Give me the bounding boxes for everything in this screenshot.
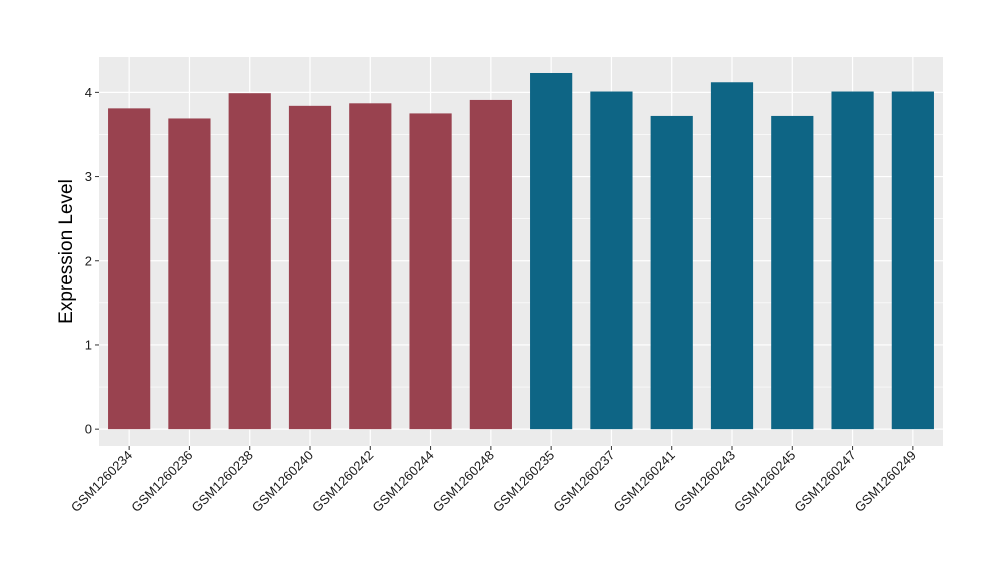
x-tick-label: GSM1260236: [128, 448, 195, 515]
x-axis: GSM1260234GSM1260236GSM1260238GSM1260240…: [68, 446, 919, 515]
bar-gsm1260238: [228, 93, 271, 430]
x-tick-label: GSM1260238: [188, 448, 255, 515]
bar-gsm1260237: [590, 91, 633, 430]
x-tick-label: GSM1260245: [731, 448, 798, 515]
y-tick-label: 1: [85, 337, 92, 352]
bar-gsm1260235: [530, 72, 573, 430]
bar-gsm1260240: [288, 105, 332, 430]
bar-gsm1260234: [108, 108, 151, 430]
bar-gsm1260244: [409, 113, 452, 430]
bar-gsm1260242: [349, 103, 392, 430]
y-axis-title: Expression Level: [56, 179, 77, 324]
plot-panel: [99, 57, 943, 446]
bar-gsm1260243: [710, 82, 754, 430]
x-tick-label: GSM1260240: [249, 448, 316, 515]
x-tick-label: GSM1260242: [309, 448, 376, 515]
x-tick-label: GSM1260234: [68, 448, 135, 515]
bar-gsm1260245: [771, 115, 814, 430]
y-tick-label: 4: [85, 85, 92, 100]
x-tick-label: GSM1260247: [791, 448, 858, 515]
bar-gsm1260241: [650, 115, 693, 430]
x-tick-label: GSM1260243: [671, 448, 738, 515]
x-tick-label: GSM1260237: [550, 448, 617, 515]
x-tick-label: GSM1260249: [852, 448, 919, 515]
y-tick-label: 2: [85, 253, 92, 268]
y-axis: 0 1 2 3 4: [85, 85, 99, 437]
y-tick-label: 0: [85, 422, 92, 437]
y-tick-label: 3: [85, 169, 92, 184]
x-tick-label: GSM1260241: [610, 448, 677, 515]
x-tick-label: GSM1260244: [369, 448, 436, 515]
bars-group: [108, 72, 934, 430]
bar-gsm1260249: [891, 91, 934, 430]
bar-gsm1260247: [831, 91, 874, 430]
x-tick-label: GSM1260248: [430, 448, 497, 515]
bar-gsm1260236: [168, 118, 211, 430]
x-tick-label: GSM1260235: [490, 448, 557, 515]
bar-gsm1260248: [469, 99, 512, 430]
